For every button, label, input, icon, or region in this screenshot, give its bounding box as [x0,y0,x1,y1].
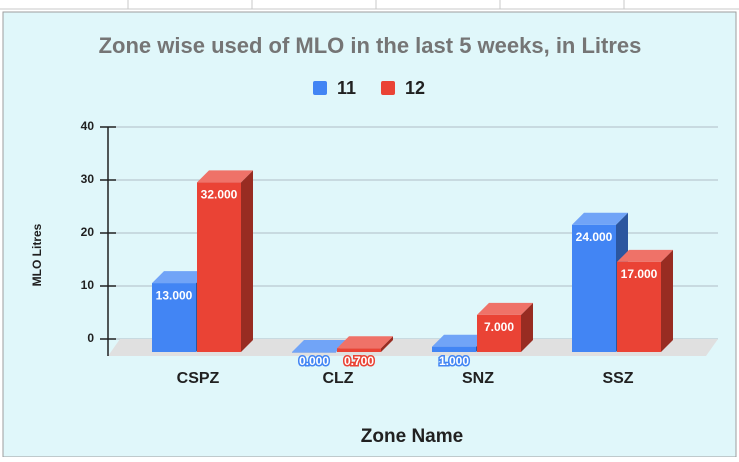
x-tick-label: CLZ [322,370,353,387]
bar-top [572,212,628,225]
bar-front [617,261,661,352]
bar-front [292,352,336,353]
legend-swatch [313,81,327,95]
x-tick-label: SNZ [462,370,494,387]
bar-top [337,336,393,349]
x-axis-title: Zone Name [361,426,463,447]
y-tick-label: 30 [81,172,95,186]
data-label: 32.000 [201,188,238,202]
y-axis-title: MLO Litres [30,223,44,286]
bar: 17.000 [617,249,673,352]
bar-top [152,271,208,284]
bar-side [241,170,253,352]
data-label: 7.000 [484,320,514,334]
bar: 0.000 [292,340,348,370]
bar-top [197,170,253,183]
bar-front [152,283,196,352]
data-label: 0.700 [344,354,374,368]
data-label: 0.000 [299,354,329,368]
bar-side [521,302,533,352]
x-tick-label: SSZ [602,370,633,387]
sheet-header [0,0,739,10]
bar-top [617,249,673,262]
bar: 7.000 [477,302,533,352]
chart-title: Zone wise used of MLO in the last 5 week… [99,33,642,58]
data-label: 13.000 [156,288,193,302]
floor [108,339,718,356]
bar-front [337,348,381,352]
y-tick-label: 20 [81,225,95,239]
legend-swatch [381,81,395,95]
bar: 32.000 [197,170,253,352]
bar-side [381,336,393,352]
bar: 24.000 [572,212,628,352]
bar-top [477,302,533,315]
bar-front [572,224,616,352]
legend-label: 11 [337,78,356,98]
data-label: 17.000 [621,267,658,281]
legend-label: 12 [405,78,425,98]
bar-front [432,346,476,352]
bar: 0.700 [337,336,393,370]
x-tick-label: CSPZ [177,370,220,387]
bar-top [292,340,348,352]
bar-front [197,182,241,352]
bar-front [477,314,521,352]
legend: 11 12 [313,78,425,98]
y-tick-label: 40 [81,119,95,133]
y-tick-label: 0 [87,331,94,345]
data-label: 24.000 [576,230,613,244]
data-label: 1.000 [439,354,469,368]
y-tick-label: 10 [81,278,95,292]
bar-top [432,334,488,347]
bar-side [661,249,673,352]
